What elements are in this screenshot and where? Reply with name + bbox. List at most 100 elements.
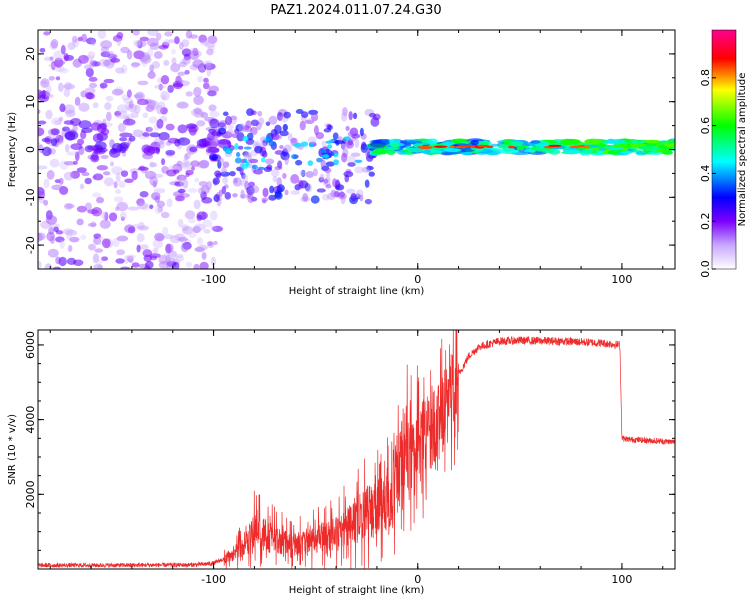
spectral-blob (114, 86, 124, 96)
spectral-blob (134, 104, 141, 114)
spectral-blob (174, 233, 186, 242)
spectral-blob (368, 171, 375, 177)
spectral-blob (417, 145, 434, 149)
y-tick-label: 10 (24, 95, 37, 109)
spectral-blob (196, 120, 206, 127)
spectral-blob (126, 49, 133, 60)
spectral-blob (243, 146, 252, 150)
spectral-blob (217, 159, 222, 169)
spectral-blob (48, 226, 55, 235)
spectral-blob (272, 134, 283, 140)
spectral-blob (92, 173, 104, 181)
x-tick-label: 0 (414, 573, 421, 586)
spectral-blob (193, 107, 202, 115)
spectral-blob (221, 186, 227, 195)
spectral-blob (188, 126, 197, 136)
spectral-blob (249, 158, 259, 164)
spectral-blob (81, 127, 93, 134)
spectral-blob (53, 60, 66, 66)
spectral-blob (290, 174, 300, 184)
spectral-blob (117, 123, 126, 133)
spectral-blob (81, 172, 90, 177)
spectral-blob (110, 57, 121, 63)
spectral-blob (116, 143, 129, 152)
spectral-blob (548, 148, 561, 155)
spectral-blob (283, 111, 291, 119)
spectral-blob (74, 151, 79, 157)
spectral-blob (185, 261, 193, 268)
x-tick-label: 100 (611, 573, 632, 586)
y-axis-title: Frequency (Hz) (7, 112, 18, 188)
spectral-blob (489, 143, 500, 147)
spectral-blob (64, 130, 79, 141)
spectral-blob (181, 48, 192, 57)
spectral-blob (279, 130, 289, 137)
spectral-blob (247, 154, 253, 162)
spectral-blob (172, 255, 185, 263)
spectral-blob (224, 192, 232, 200)
spectral-blob (122, 118, 136, 126)
spectral-blob (100, 154, 109, 159)
spectral-blob (254, 145, 263, 154)
spectral-blob (173, 36, 180, 45)
spectral-blob (65, 229, 73, 240)
spectral-blob (158, 83, 163, 91)
spectral-blob (59, 106, 66, 112)
spectral-blob (145, 104, 155, 112)
spectral-blob (153, 188, 166, 194)
spectral-blob (167, 84, 174, 93)
spectral-blob (67, 244, 73, 252)
spectral-blob (102, 238, 111, 249)
spectral-blob (58, 177, 64, 185)
spectral-blob (182, 157, 189, 168)
spectral-blob (78, 54, 89, 64)
spectral-blob (163, 252, 171, 261)
spectral-blob (87, 145, 100, 151)
spectral-blob (115, 258, 125, 264)
spectral-blob (131, 170, 138, 181)
spectral-blob (272, 175, 278, 183)
spectral-blob (257, 110, 263, 117)
spectral-blob (62, 126, 70, 132)
spectral-blob (247, 193, 255, 204)
spectral-blob (131, 62, 141, 67)
spectral-blob (209, 153, 219, 161)
spectral-blob (210, 256, 216, 267)
spectral-blob (119, 137, 128, 142)
spectral-blob (330, 152, 335, 157)
spectral-blob (354, 138, 360, 148)
spectral-blob (470, 139, 479, 146)
spectral-blob (176, 160, 183, 167)
spectral-blob (232, 177, 242, 187)
spectral-blob (177, 71, 187, 76)
spectral-blob (298, 180, 309, 189)
spectral-blob (265, 136, 272, 144)
spectral-blob (131, 262, 140, 268)
spectral-blob (120, 216, 125, 221)
spectral-blob (38, 232, 43, 242)
spectral-blob (208, 85, 220, 93)
spectral-blob (111, 166, 123, 175)
spectral-blob (243, 158, 248, 164)
spectral-blob (132, 30, 140, 36)
spectral-blob (158, 261, 169, 269)
spectral-blob (58, 82, 64, 93)
spectral-blob (204, 40, 216, 49)
spectral-blob (316, 157, 323, 163)
spectral-blob (244, 151, 252, 158)
spectral-blob (126, 89, 132, 98)
snr-series-line (38, 330, 675, 569)
spectral-blob (100, 46, 110, 53)
x-axis-title: Height of straight line (km) (289, 286, 425, 297)
spectral-blob (64, 144, 70, 153)
spectral-blob (143, 254, 153, 262)
spectral-blob (161, 158, 166, 166)
spectral-blob (325, 184, 332, 189)
spectral-blob (63, 83, 75, 90)
spectral-blob (234, 143, 239, 150)
spectral-blob (350, 192, 357, 202)
spectral-blob (264, 158, 275, 165)
spectral-blob (109, 161, 115, 167)
spectral-blob (136, 244, 141, 253)
spectral-blob (181, 39, 190, 48)
